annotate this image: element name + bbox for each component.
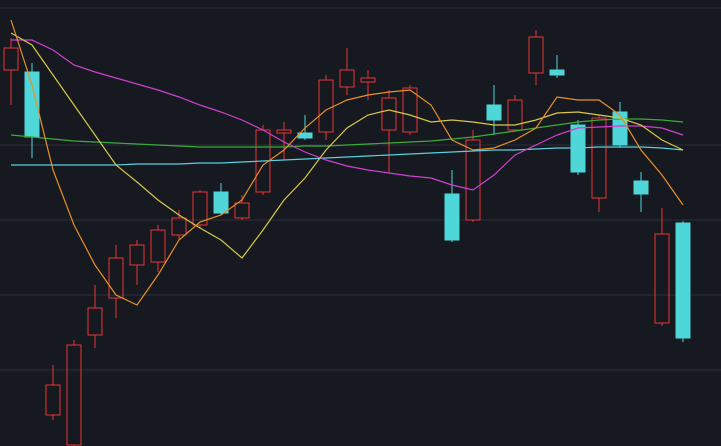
candle-body	[381, 97, 397, 131]
candle-body	[465, 139, 481, 221]
candle-body	[150, 229, 166, 263]
moving-average-line	[11, 146, 684, 166]
moving-average-line	[11, 39, 684, 191]
candle-body	[486, 104, 502, 121]
candle-body	[213, 191, 229, 214]
candle-body	[129, 244, 145, 266]
candle-body	[276, 129, 292, 134]
candle-body	[318, 79, 334, 133]
candle-body	[66, 344, 82, 446]
candle-body	[108, 257, 124, 299]
candle-body	[528, 36, 544, 74]
candle-body	[654, 233, 670, 324]
candle-body	[3, 47, 19, 71]
candle-body	[675, 222, 691, 339]
candle-body	[507, 99, 523, 131]
moving-average-line	[10, 19, 684, 306]
candle-body	[402, 87, 418, 133]
candle-body	[171, 217, 187, 236]
candle-body	[549, 69, 565, 76]
candle-body	[192, 191, 208, 226]
candle-body	[444, 193, 460, 241]
candle-body	[45, 384, 61, 416]
candle-body	[591, 117, 607, 199]
candle-body	[339, 69, 355, 88]
moving-average-line	[10, 32, 684, 259]
candle-body	[234, 202, 250, 219]
moving-average-line	[10, 118, 684, 148]
candle-body	[360, 77, 376, 83]
candle-body	[633, 180, 649, 195]
candle-body	[87, 307, 103, 336]
